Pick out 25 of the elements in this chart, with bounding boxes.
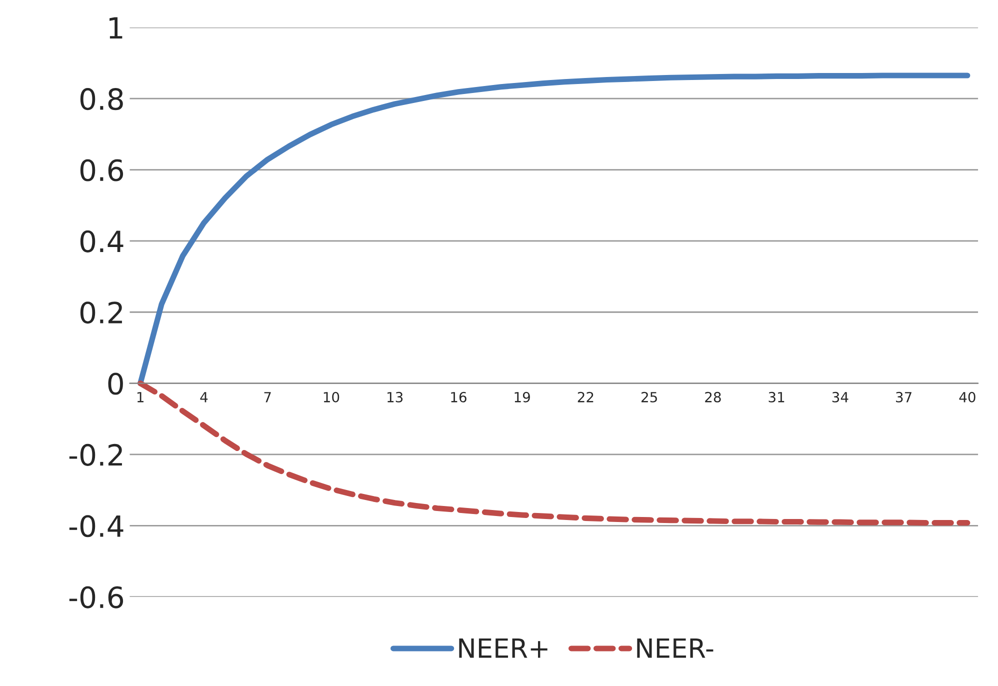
- y-tick-label: -0.2: [69, 444, 122, 466]
- x-tick-label: 37: [896, 392, 912, 402]
- x-tick-label: 10: [324, 392, 340, 402]
- x-tick-label: 34: [832, 392, 848, 402]
- x-tick-label: 28: [705, 392, 721, 402]
- y-tick-label: 0.6: [80, 159, 124, 182]
- x-tick-label: 13: [388, 392, 403, 402]
- y-tick-label: 0.4: [80, 230, 124, 252]
- legend-label: NEER+: [459, 638, 548, 658]
- y-tick-label: 0: [108, 372, 123, 395]
- y-tick-label: 0.8: [80, 88, 123, 110]
- x-tick-label: 4: [200, 392, 208, 402]
- legend-label: NEER-: [637, 638, 714, 658]
- y-tick-label: 1: [110, 17, 122, 39]
- x-tick-label: 7: [264, 392, 271, 402]
- x-tick-label: 22: [578, 392, 594, 402]
- x-tick-label: 19: [514, 392, 530, 402]
- x-tick-label: 1: [137, 392, 144, 402]
- x-tick-label: 31: [768, 392, 784, 402]
- x-tick-label: 16: [451, 392, 466, 402]
- y-tick-label: 0.2: [80, 302, 122, 324]
- x-tick-label: 40: [959, 392, 976, 402]
- x-tick-label: 25: [642, 392, 657, 402]
- y-tick-label: -0.6: [69, 586, 124, 608]
- y-tick-label: -0.4: [69, 515, 124, 538]
